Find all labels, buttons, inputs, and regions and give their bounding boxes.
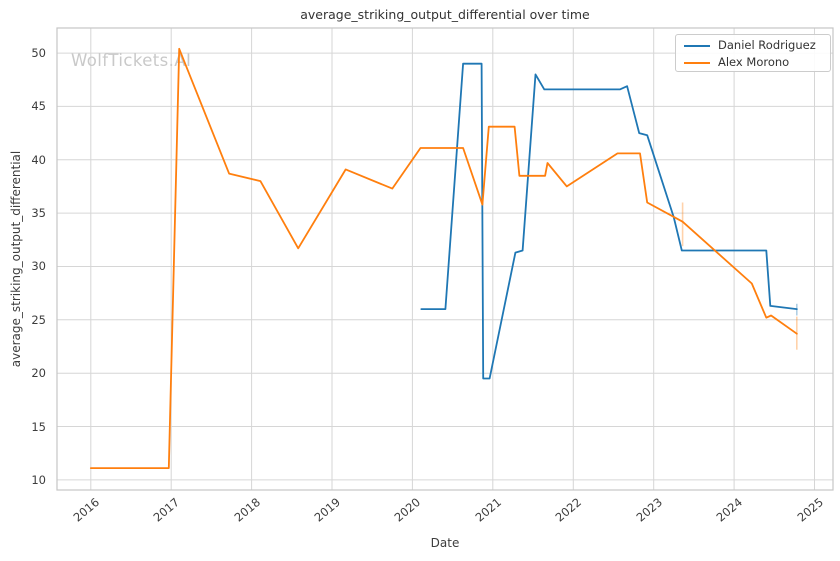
- y-tick-label: 35: [31, 206, 46, 221]
- series-line-0: [420, 62, 798, 380]
- y-tick-label: 45: [31, 99, 46, 114]
- y-tick-label: 50: [31, 46, 46, 61]
- legend-swatch-daniel-rodriguez: [684, 44, 710, 47]
- y-tick-label: 20: [31, 366, 46, 381]
- watermark-text: WolfTickets.AI: [71, 51, 191, 70]
- y-tick-label: 10: [31, 472, 46, 487]
- errorbar-group: [681, 202, 798, 350]
- legend-label: Daniel Rodriguez: [718, 38, 816, 52]
- legend: Daniel Rodriguez Alex Morono: [675, 34, 831, 72]
- legend-item-daniel-rodriguez: Daniel Rodriguez: [676, 37, 830, 54]
- x-axis-label: Date: [430, 536, 460, 550]
- y-tick-label: 30: [31, 259, 46, 274]
- legend-swatch-alex-morono: [684, 61, 710, 64]
- grid-group: [57, 28, 833, 490]
- y-tick-label: 40: [31, 152, 46, 167]
- chart-title: average_striking_output_differential ove…: [300, 7, 590, 22]
- y-tick-label: 25: [31, 312, 46, 327]
- legend-item-alex-morono: Alex Morono: [676, 54, 830, 71]
- y-tick-label: 15: [31, 419, 46, 434]
- plot-frame: [56, 27, 834, 491]
- legend-label: Alex Morono: [718, 55, 790, 69]
- series-line-1: [89, 47, 798, 470]
- series-group: [89, 47, 798, 470]
